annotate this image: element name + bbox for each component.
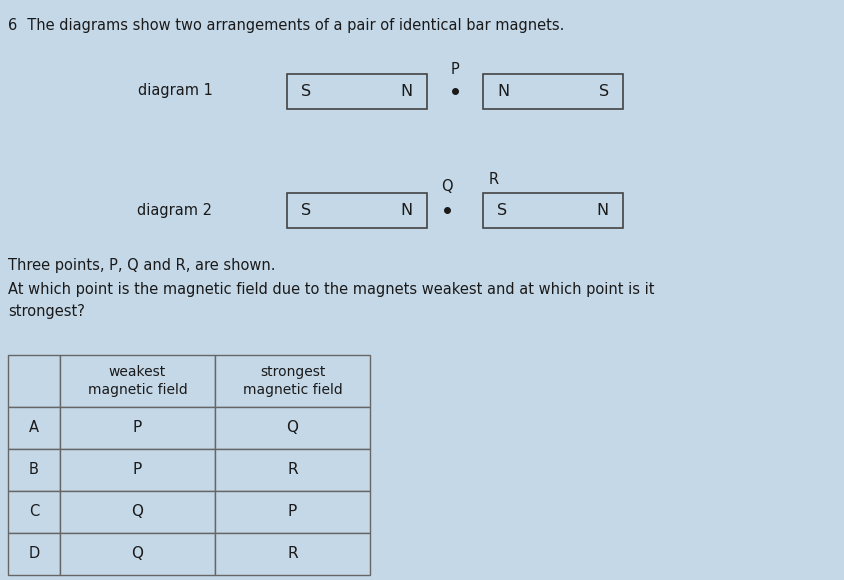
Text: Q: Q bbox=[441, 179, 452, 194]
Text: S: S bbox=[598, 84, 609, 99]
Text: N: N bbox=[400, 203, 413, 218]
Bar bbox=[8, 449, 60, 491]
Bar bbox=[287, 193, 426, 228]
Text: diagram 2: diagram 2 bbox=[138, 202, 212, 218]
Text: C: C bbox=[29, 505, 39, 520]
Bar bbox=[60, 491, 214, 533]
Text: diagram 1: diagram 1 bbox=[138, 84, 212, 99]
Text: P: P bbox=[133, 462, 142, 477]
Text: A: A bbox=[29, 420, 39, 436]
Bar bbox=[483, 74, 622, 109]
Bar bbox=[8, 355, 60, 407]
Bar bbox=[60, 449, 214, 491]
Text: 6: 6 bbox=[8, 18, 17, 33]
Bar bbox=[8, 491, 60, 533]
Text: S: S bbox=[496, 203, 506, 218]
Bar bbox=[8, 407, 60, 449]
Bar bbox=[214, 449, 370, 491]
Bar bbox=[60, 355, 214, 407]
Text: P: P bbox=[450, 62, 459, 77]
Bar bbox=[214, 491, 370, 533]
Bar bbox=[483, 193, 622, 228]
Bar bbox=[214, 355, 370, 407]
Text: S: S bbox=[300, 84, 311, 99]
Text: Q: Q bbox=[132, 546, 143, 561]
Text: strongest
magnetic field: strongest magnetic field bbox=[242, 365, 342, 397]
Bar bbox=[8, 533, 60, 575]
Text: R: R bbox=[287, 546, 297, 561]
Text: Three points, P, Q and R, are shown.: Three points, P, Q and R, are shown. bbox=[8, 258, 275, 273]
Text: The diagrams show two arrangements of a pair of identical bar magnets.: The diagrams show two arrangements of a … bbox=[18, 18, 564, 33]
Text: N: N bbox=[596, 203, 609, 218]
Bar bbox=[214, 407, 370, 449]
Text: P: P bbox=[133, 420, 142, 436]
Text: At which point is the magnetic field due to the magnets weakest and at which poi: At which point is the magnetic field due… bbox=[8, 282, 654, 319]
Text: N: N bbox=[400, 84, 413, 99]
Text: R: R bbox=[489, 172, 499, 187]
Bar bbox=[60, 533, 214, 575]
Text: B: B bbox=[29, 462, 39, 477]
Text: D: D bbox=[29, 546, 40, 561]
Text: N: N bbox=[496, 84, 509, 99]
Text: weakest
magnetic field: weakest magnetic field bbox=[88, 365, 187, 397]
Text: R: R bbox=[287, 462, 297, 477]
Text: P: P bbox=[288, 505, 297, 520]
Text: Q: Q bbox=[132, 505, 143, 520]
Text: S: S bbox=[300, 203, 311, 218]
Bar bbox=[214, 533, 370, 575]
Bar bbox=[60, 407, 214, 449]
Text: Q: Q bbox=[286, 420, 298, 436]
Bar bbox=[287, 74, 426, 109]
